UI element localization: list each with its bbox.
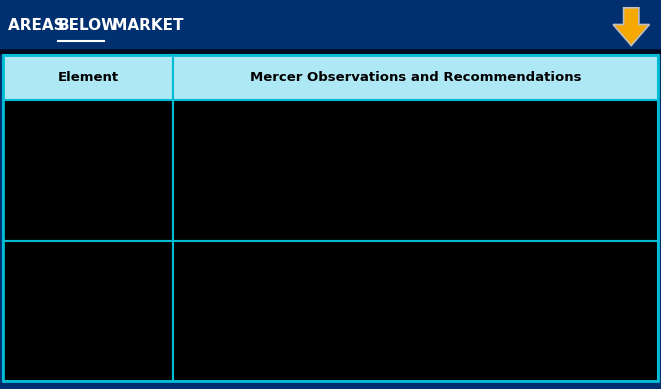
Text: Element: Element [58, 71, 119, 84]
FancyBboxPatch shape [3, 55, 173, 100]
Text: BELOW: BELOW [58, 18, 118, 33]
FancyBboxPatch shape [173, 100, 658, 240]
Text: AREAS: AREAS [8, 18, 70, 33]
FancyBboxPatch shape [3, 240, 173, 381]
Polygon shape [613, 8, 649, 46]
FancyBboxPatch shape [173, 240, 658, 381]
FancyBboxPatch shape [173, 55, 658, 100]
Text: MARKET: MARKET [107, 18, 184, 33]
FancyBboxPatch shape [3, 100, 173, 240]
Text: Mercer Observations and Recommendations: Mercer Observations and Recommendations [250, 71, 581, 84]
